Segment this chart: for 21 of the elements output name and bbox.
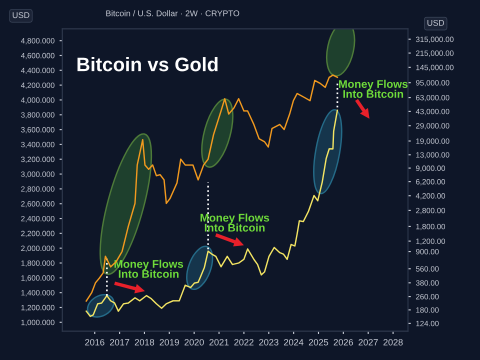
annotation: Money Flows Into Bitcoin (200, 214, 270, 232)
annotation: Money Flows Into Bitcoin (114, 260, 184, 278)
y-axis-title: USD (12, 12, 30, 18)
x-tick-label: 2020 (184, 339, 204, 346)
x-tick-label: 2025 (308, 339, 328, 346)
x-tick-label: 2028 (383, 339, 403, 346)
x-tick-label: 2016 (85, 339, 104, 346)
x-tick-label: 2018 (134, 339, 154, 346)
x-tick-label: 2026 (334, 339, 353, 346)
y2-axis-title: USD (427, 20, 444, 26)
x-tick-label: 2024 (284, 339, 304, 346)
x-tick-label: 2021 (209, 339, 229, 346)
annotation: Money Flows Into Bitcoin (339, 80, 408, 98)
text: Bitcoin vs Gold (78, 57, 218, 72)
x-tick-label: 2019 (160, 339, 179, 346)
x-tick-label: 2022 (234, 339, 254, 346)
chart-subtitle: Bitcoin / U.S. Dollar · 2W · CRYPTO (106, 10, 240, 16)
x-tick-label: 2023 (259, 339, 278, 346)
x-tick-label: 2017 (110, 339, 130, 346)
x-tick-label: 2027 (358, 339, 378, 346)
line-series (86, 110, 338, 318)
